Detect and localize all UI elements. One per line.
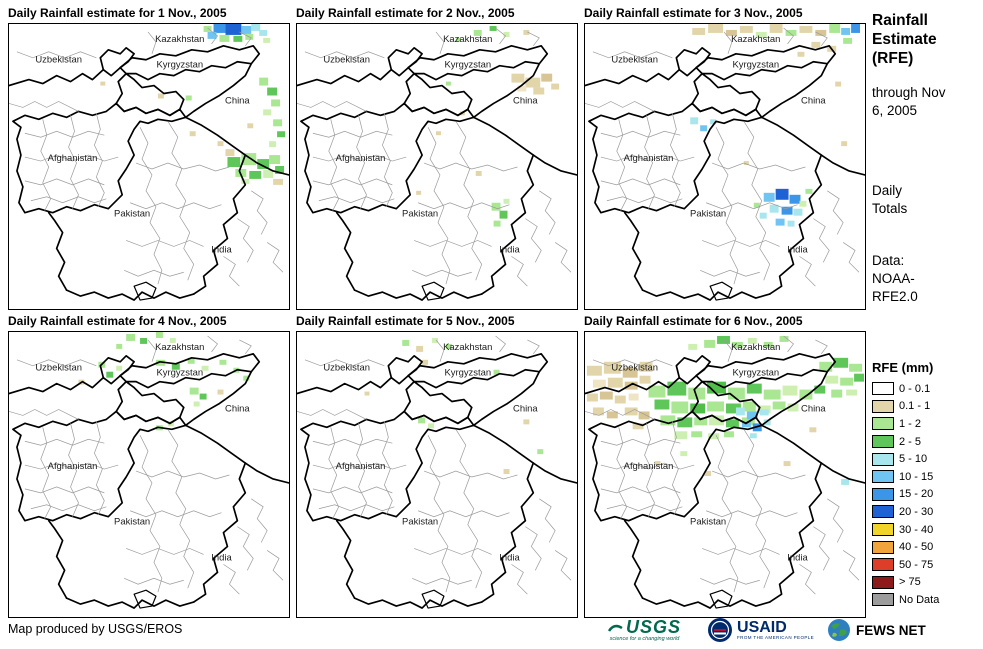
map-frame-1 bbox=[8, 23, 290, 310]
map-frame-4 bbox=[8, 331, 290, 618]
legend-title: RFE (mm) bbox=[872, 360, 934, 375]
map-frame-3 bbox=[584, 23, 866, 310]
legend-swatch bbox=[872, 487, 894, 501]
legend-row: 20 - 30 bbox=[872, 503, 939, 521]
legend-swatch bbox=[872, 470, 894, 484]
rainfall-map-2 bbox=[297, 25, 577, 301]
usgs-wave-icon bbox=[608, 624, 623, 632]
legend-label: 1 - 2 bbox=[899, 417, 922, 430]
footer-logos: USGS science for a changing world USAID … bbox=[608, 612, 926, 648]
sidebar-period: through Nov 6, 2005 bbox=[872, 85, 946, 118]
rainfall-map-4 bbox=[9, 332, 289, 609]
legend: 0 - 0.1 0.1 - 1 1 - 2 2 - 5 5 - 10 10 - … bbox=[872, 380, 939, 609]
fewsnet-logo: FEWS NET bbox=[827, 618, 926, 642]
usaid-logo: USAID FROM THE AMERICAN PEOPLE bbox=[707, 617, 814, 643]
legend-swatch bbox=[872, 382, 894, 396]
rainfall-map-1 bbox=[9, 24, 289, 301]
sidebar-source-label: Data: bbox=[872, 253, 905, 268]
panel-title-3: Daily Rainfall estimate for 3 Nov., 2005 bbox=[584, 6, 803, 20]
rainfall-map-3 bbox=[585, 24, 865, 301]
map-credit: Map produced by USGS/EROS bbox=[8, 622, 183, 636]
map-panel-1: Daily Rainfall estimate for 1 Nov., 2005 bbox=[8, 6, 290, 310]
legend-row: No Data bbox=[872, 591, 939, 609]
legend-label: 30 - 40 bbox=[899, 523, 934, 536]
panel-title-6: Daily Rainfall estimate for 6 Nov., 2005 bbox=[584, 314, 803, 328]
legend-label: 15 - 20 bbox=[899, 488, 934, 501]
rainfall-map-5 bbox=[297, 335, 577, 609]
legend-row: 40 - 50 bbox=[872, 538, 939, 556]
sidebar-source-value: NOAA-RFE2.0 bbox=[872, 271, 918, 304]
usgs-wordmark: USGS bbox=[626, 617, 682, 637]
usgs-logo: USGS science for a changing world bbox=[608, 618, 681, 642]
legend-label: 50 - 75 bbox=[899, 558, 934, 571]
legend-swatch bbox=[872, 523, 894, 537]
legend-label: 0.1 - 1 bbox=[899, 400, 931, 413]
rainfall-overlay-1 bbox=[100, 24, 286, 185]
legend-label: No Data bbox=[899, 593, 940, 606]
legend-row: 10 - 15 bbox=[872, 468, 939, 486]
map-panel-3: Daily Rainfall estimate for 3 Nov., 2005 bbox=[584, 6, 866, 310]
map-panel-4: Daily Rainfall estimate for 4 Nov., 2005 bbox=[8, 314, 290, 618]
legend-label: 5 - 10 bbox=[899, 453, 928, 466]
fewsnet-globe-icon bbox=[828, 619, 851, 641]
usaid-tagline: FROM THE AMERICAN PEOPLE bbox=[737, 635, 815, 640]
sidebar-product: Daily Totals bbox=[872, 183, 908, 216]
legend-swatch bbox=[872, 417, 894, 431]
legend-swatch bbox=[872, 575, 894, 589]
legend-swatch bbox=[872, 593, 894, 607]
legend-row: 2 - 5 bbox=[872, 433, 939, 451]
fewsnet-wordmark: FEWS NET bbox=[856, 622, 926, 638]
map-panel-5: Daily Rainfall estimate for 5 Nov., 2005 bbox=[296, 314, 578, 618]
usaid-wordmark: USAID bbox=[737, 619, 787, 636]
legend-swatch bbox=[872, 540, 894, 554]
legend-label: 2 - 5 bbox=[899, 435, 922, 448]
legend-row: 1 - 2 bbox=[872, 415, 939, 433]
map-panel-2: Daily Rainfall estimate for 2 Nov., 2005 bbox=[296, 6, 578, 310]
sidebar-title: Rainfall Estimate (RFE) bbox=[872, 12, 937, 67]
map-frame-6 bbox=[584, 331, 866, 618]
legend-label: > 75 bbox=[899, 576, 921, 589]
legend-label: 10 - 15 bbox=[899, 470, 934, 483]
panel-title-1: Daily Rainfall estimate for 1 Nov., 2005 bbox=[8, 6, 227, 20]
usgs-tagline: science for a changing world bbox=[609, 636, 680, 642]
legend-row: 0.1 - 1 bbox=[872, 398, 939, 416]
sidebar: Rainfall Estimate (RFE) through Nov 6, 2… bbox=[872, 0, 980, 649]
usaid-seal-icon bbox=[708, 618, 733, 642]
panel-title-5: Daily Rainfall estimate for 5 Nov., 2005 bbox=[296, 314, 515, 328]
legend-swatch bbox=[872, 399, 894, 413]
legend-label: 0 - 0.1 bbox=[899, 382, 931, 395]
rainfall-map-6 bbox=[585, 335, 865, 609]
map-frame-2 bbox=[296, 23, 578, 310]
legend-swatch bbox=[872, 505, 894, 519]
panel-title-2: Daily Rainfall estimate for 2 Nov., 2005 bbox=[296, 6, 515, 20]
legend-label: 20 - 30 bbox=[899, 505, 934, 518]
map-frame-5 bbox=[296, 331, 578, 618]
legend-row: 50 - 75 bbox=[872, 556, 939, 574]
legend-swatch bbox=[872, 558, 894, 572]
map-panel-6: Daily Rainfall estimate for 6 Nov., 2005 bbox=[584, 314, 866, 618]
legend-row: > 75 bbox=[872, 574, 939, 592]
legend-swatch bbox=[872, 435, 894, 449]
legend-row: 0 - 0.1 bbox=[872, 380, 939, 398]
legend-swatch bbox=[872, 452, 894, 466]
legend-row: 30 - 40 bbox=[872, 521, 939, 539]
legend-row: 5 - 10 bbox=[872, 450, 939, 468]
panel-title-4: Daily Rainfall estimate for 4 Nov., 2005 bbox=[8, 314, 227, 328]
legend-row: 15 - 20 bbox=[872, 486, 939, 504]
legend-label: 40 - 50 bbox=[899, 541, 934, 554]
